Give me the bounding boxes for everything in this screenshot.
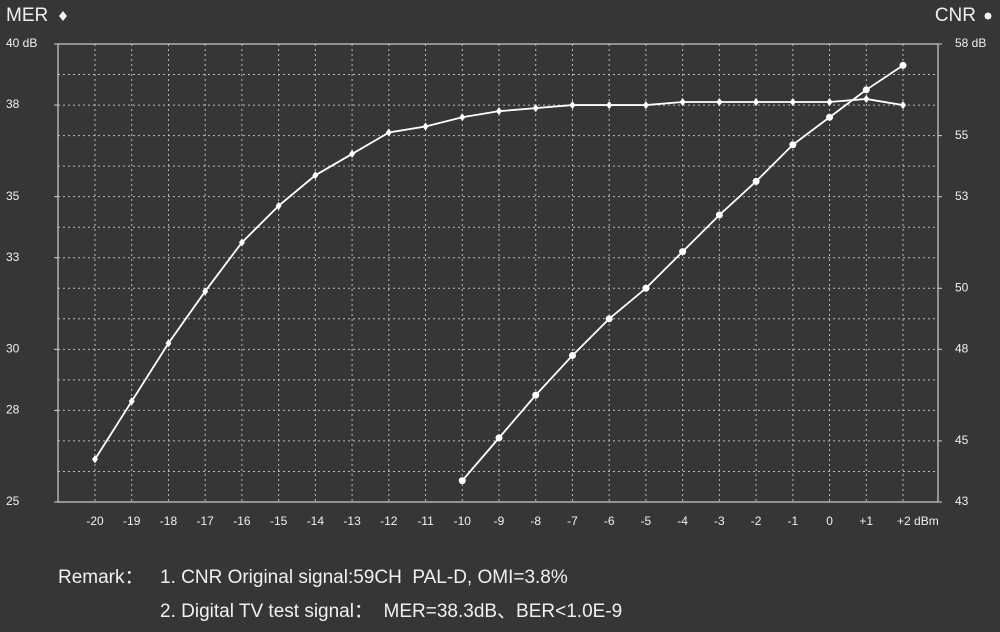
marker — [753, 98, 760, 107]
remark-2: 2. Digital TV test signal： MER=38.3dB、BE… — [160, 601, 622, 622]
left-legend: MER — [6, 5, 48, 26]
marker — [349, 149, 356, 158]
y2-tick-label: 50 — [955, 280, 969, 294]
marker — [642, 101, 649, 110]
marker — [716, 98, 723, 107]
legend-diamond — [59, 11, 67, 21]
marker — [128, 397, 135, 406]
x-tick-label: +1 — [859, 514, 873, 528]
marker — [826, 98, 833, 107]
y2-tick-label: 45 — [955, 433, 969, 447]
marker — [862, 86, 870, 94]
marker — [642, 284, 650, 292]
x-tick-label: -18 — [160, 514, 178, 528]
marker — [532, 391, 540, 399]
y-tick-label: 30 — [6, 342, 20, 356]
marker — [165, 339, 172, 348]
marker — [752, 177, 760, 185]
marker — [385, 128, 392, 137]
marker — [422, 122, 429, 131]
y-tick-label: 28 — [6, 403, 20, 417]
x-tick-label: -3 — [714, 514, 725, 528]
x-tick-label: -4 — [677, 514, 688, 528]
y2-tick-label: 55 — [955, 128, 969, 142]
marker — [679, 98, 686, 107]
marker — [789, 141, 797, 149]
marker — [275, 201, 282, 210]
marker — [863, 94, 870, 103]
marker — [495, 434, 503, 442]
marker — [899, 61, 907, 69]
marker — [789, 98, 796, 107]
x-tick-label: -8 — [530, 514, 541, 528]
y2-tick-label: 58 dB — [955, 36, 986, 50]
marker — [92, 455, 98, 464]
marker — [900, 101, 906, 110]
x-tick-label: -10 — [454, 514, 472, 528]
marker — [238, 238, 245, 247]
y-tick-label: 40 dB — [6, 36, 37, 50]
marker — [569, 101, 576, 110]
legend-circle — [984, 12, 992, 20]
x-tick-label: -6 — [604, 514, 615, 528]
x-tick-label: -2 — [751, 514, 762, 528]
x-tick-label: -16 — [233, 514, 251, 528]
y-tick-label: 35 — [6, 189, 20, 203]
right-legend: CNR — [935, 5, 976, 26]
marker — [312, 171, 319, 180]
x-tick-label: -11 — [417, 514, 434, 528]
x-tick-label: -15 — [270, 514, 288, 528]
x-tick-label: 0 — [826, 514, 833, 528]
x-tick-label: -13 — [343, 514, 361, 528]
marker — [679, 248, 687, 256]
remark-label: Remark： — [58, 567, 144, 588]
remark-1: 1. CNR Original signal:59CH PAL-D, OMI=3… — [160, 567, 568, 588]
y2-tick-label: 48 — [955, 342, 969, 356]
x-tick-label: -14 — [307, 514, 325, 528]
marker — [459, 113, 466, 122]
y2-tick-label: 43 — [955, 494, 969, 508]
x-tick-label: -20 — [86, 514, 104, 528]
y2-tick-label: 53 — [955, 189, 969, 203]
marker — [715, 211, 723, 219]
marker — [605, 315, 613, 323]
x-tick-label: -9 — [494, 514, 505, 528]
plot-frame — [57, 43, 939, 503]
x-tick-label: -12 — [380, 514, 398, 528]
marker — [532, 104, 539, 113]
marker — [606, 101, 613, 110]
x-tick-label: -5 — [641, 514, 652, 528]
x-tick-label: -1 — [787, 514, 798, 528]
x-tick-label: -17 — [197, 514, 215, 528]
marker — [496, 107, 502, 116]
marker — [568, 351, 576, 359]
x-tick-label: -7 — [567, 514, 578, 528]
y-tick-label: 38 — [6, 97, 20, 111]
marker — [202, 287, 209, 296]
marker — [458, 477, 466, 485]
y-tick-label: 33 — [6, 250, 20, 264]
x-tick-label: +2 dBm — [897, 514, 939, 528]
marker — [826, 113, 834, 121]
y-tick-label: 25 — [6, 494, 20, 508]
x-tick-label: -19 — [123, 514, 141, 528]
